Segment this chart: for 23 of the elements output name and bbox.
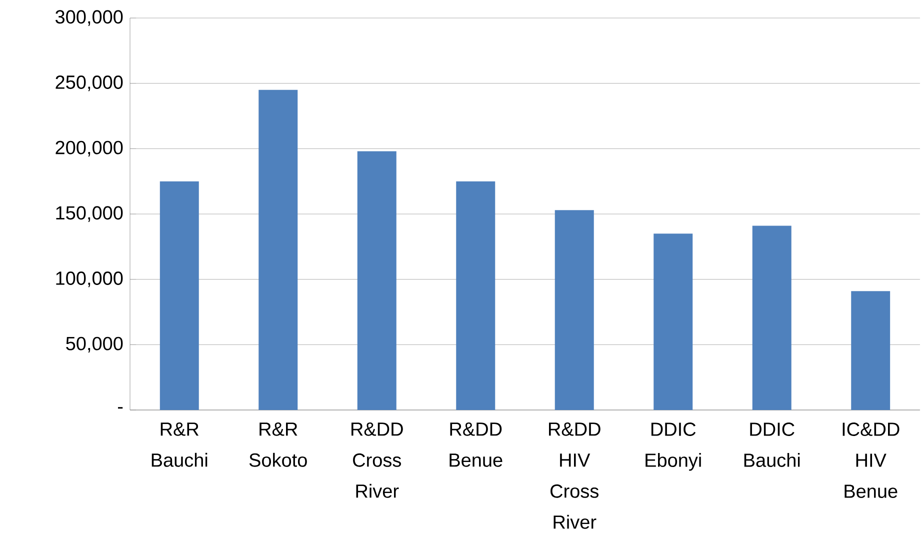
bar: [160, 181, 199, 410]
y-tick-label: 50,000: [66, 336, 123, 353]
bar: [456, 181, 496, 410]
y-tick-label: 100,000: [56, 271, 123, 288]
x-tick-label: IC&DD HIV Benue: [842, 422, 900, 498]
y-tick-label: -: [118, 407, 123, 409]
x-tick-label: R&R Sokoto: [249, 422, 307, 467]
y-tick-label: 250,000: [56, 75, 123, 92]
y-tick-label: 150,000: [56, 206, 123, 222]
x-tick-label: R&DD Benue: [450, 422, 502, 467]
x-tick-label: DDIC Bauchi: [744, 422, 800, 467]
x-tick-label: R&DD Cross River: [352, 422, 403, 498]
y-tick-label: 300,000: [56, 10, 123, 26]
x-tick-label: R&DD HIV Cross River: [549, 422, 600, 529]
bar: [554, 210, 594, 410]
bar: [654, 234, 693, 410]
x-tick-label: DDIC Ebonyi: [646, 422, 701, 471]
bar: [258, 90, 298, 410]
bar: [851, 291, 890, 410]
bar: [357, 151, 396, 410]
bar: [752, 226, 792, 410]
x-tick-label: R&R Bauchi: [152, 422, 208, 467]
y-tick-label: 200,000: [56, 140, 123, 157]
